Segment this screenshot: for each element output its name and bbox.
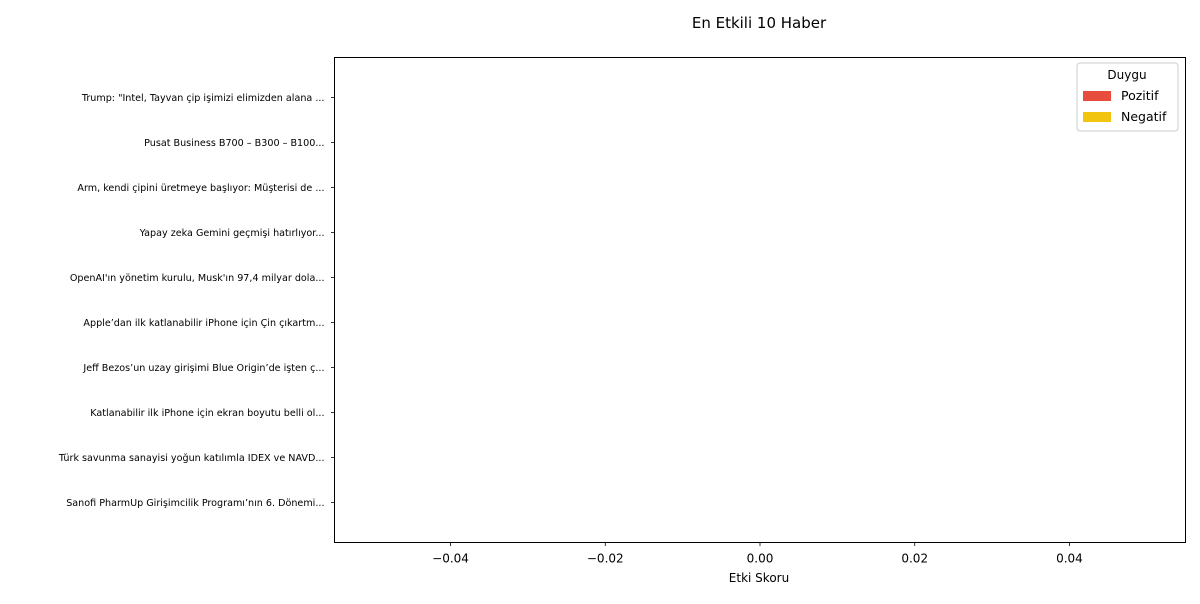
legend-swatch-negatif xyxy=(1083,112,1111,122)
legend-title: Duygu xyxy=(1107,68,1146,82)
x-axis-label: Etki Skoru xyxy=(729,571,789,585)
chart-title: En Etkili 10 Haber xyxy=(692,14,827,32)
y-tick-label: Pusat Business B700 – B300 – B100... xyxy=(144,138,324,149)
y-tick-label: Jeff Bezos’un uzay girişimi Blue Origin’… xyxy=(82,363,324,374)
legend-label-pozitif: Pozitif xyxy=(1121,88,1159,103)
y-axis-ticks: Trump: "Intel, Tayvan çip işimizi elimiz… xyxy=(58,93,335,509)
x-axis-ticks: −0.04 −0.02 0.00 0.02 0.04 xyxy=(432,542,1083,566)
legend-label-negatif: Negatif xyxy=(1121,109,1167,124)
y-tick-label: Apple’dan ilk katlanabilir iPhone için Ç… xyxy=(83,318,324,329)
legend: Duygu Pozitif Negatif xyxy=(1076,62,1179,132)
y-tick-label: Türk savunma sanayisi yoğun katılımla ID… xyxy=(58,452,325,464)
y-tick-label: Arm, kendi çipini üretmeye başlıyor: Müş… xyxy=(77,183,324,194)
legend-swatch-pozitif xyxy=(1083,91,1111,101)
x-tick-label: 0.02 xyxy=(901,552,928,566)
x-tick-label: 0.04 xyxy=(1056,552,1083,566)
x-tick-label: −0.02 xyxy=(587,552,624,566)
x-tick-label: −0.04 xyxy=(432,552,469,566)
y-tick-label: Yapay zeka Gemini geçmişi hatırlıyor... xyxy=(139,228,325,239)
plot-area-frame xyxy=(334,57,1186,543)
y-tick-label: Sanofi PharmUp Girişimcilik Programı’nın… xyxy=(66,498,324,509)
x-tick-label: 0.00 xyxy=(747,552,774,566)
y-tick-label: OpenAI'ın yönetim kurulu, Musk'ın 97,4 m… xyxy=(70,273,325,284)
y-tick-label: Katlanabilir ilk iPhone için ekran boyut… xyxy=(90,408,324,419)
y-tick-label: Trump: "Intel, Tayvan çip işimizi elimiz… xyxy=(81,93,325,104)
